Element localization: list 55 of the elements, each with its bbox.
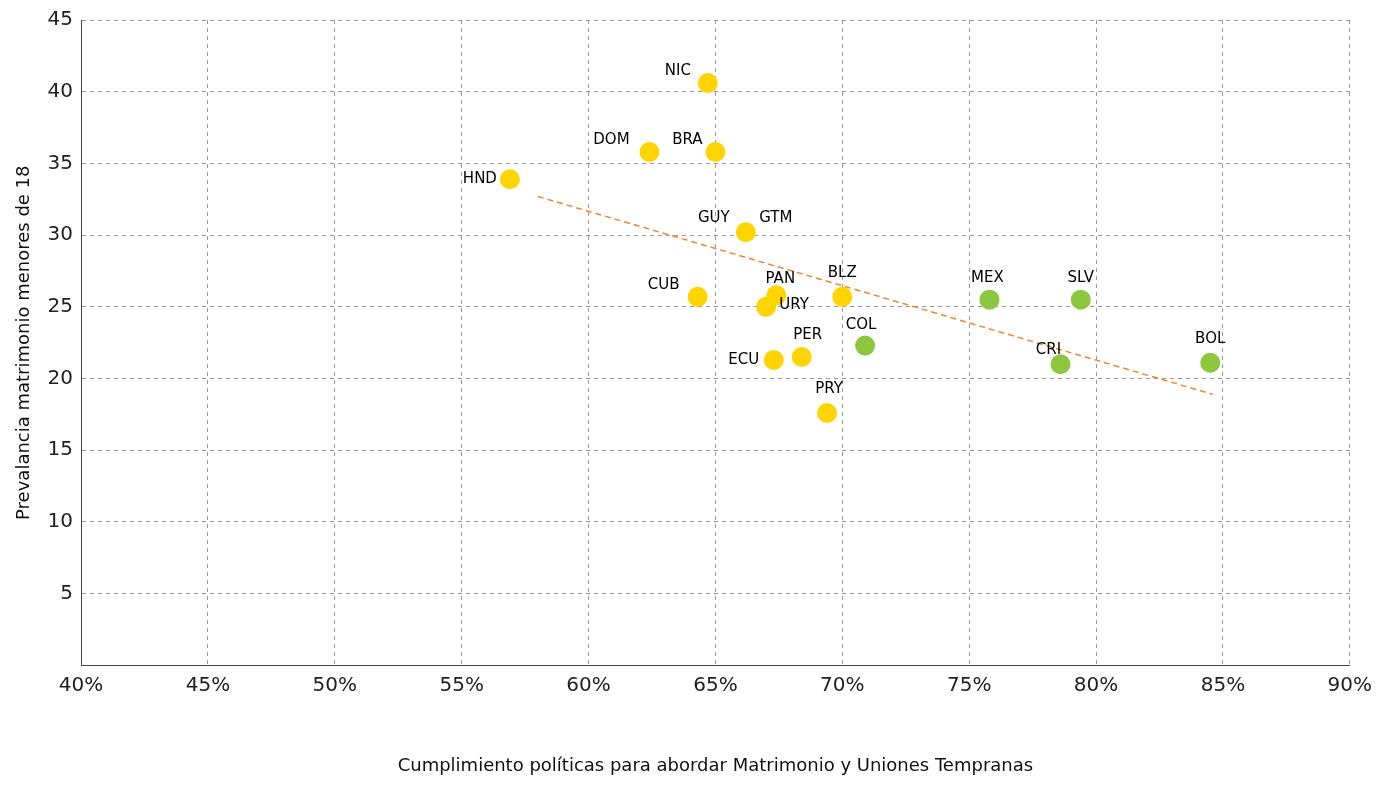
x-tick-label: 50%: [312, 671, 358, 696]
x-tick-label: 80%: [1073, 671, 1119, 696]
y-tick-label: 35: [47, 149, 74, 174]
point: [1050, 354, 1071, 375]
point: [687, 286, 708, 307]
point: [855, 335, 876, 356]
annotation: URY: [779, 294, 810, 313]
annotation: SLV: [1067, 267, 1095, 286]
annotation: NIC: [664, 61, 691, 79]
annotation: CUB: [647, 274, 680, 293]
x-tick-label: 45%: [185, 671, 231, 696]
x-tick-label: 55%: [439, 671, 484, 696]
x-tick-label: 90%: [1327, 671, 1372, 696]
point: [979, 289, 1000, 310]
point: [832, 286, 853, 307]
point: [735, 222, 756, 243]
x-tick-label: 85%: [1200, 671, 1246, 696]
annotation: PAN: [765, 269, 796, 288]
point: [817, 402, 838, 423]
point: [499, 169, 520, 190]
point: [1070, 289, 1091, 310]
y-axis-title: Prevalancia matrimonio menores de 18: [12, 165, 34, 520]
annotation: COL: [845, 315, 878, 334]
y-tick-label: 40: [47, 77, 74, 102]
annotation: BRA: [672, 129, 704, 148]
y-tick-label: 20: [47, 364, 74, 389]
annotation: PRY: [815, 378, 844, 397]
y-tick-label: 15: [47, 436, 74, 461]
y-tick-label: 45: [47, 6, 74, 31]
point: [791, 347, 812, 368]
point: [639, 141, 660, 162]
x-tick-label: 60%: [566, 671, 611, 696]
point: [1200, 352, 1221, 373]
annotation: ECU: [728, 349, 760, 368]
x-axis-title: Cumplimiento políticas para abordar Matrimonio y Uniones Tempranas: [397, 753, 1034, 775]
point: [763, 349, 784, 370]
annotation: PER: [793, 324, 823, 343]
annotation: HND: [462, 169, 497, 188]
annotation: GUY: [697, 208, 731, 227]
annotation: CRI: [1035, 340, 1062, 359]
annotation: MEX: [971, 267, 1004, 286]
annotation: BLZ: [827, 262, 857, 281]
annotation: GTM: [759, 208, 793, 227]
annotation: DOM: [593, 129, 630, 148]
y-tick-label: 5: [60, 579, 74, 604]
x-tick-label: 70%: [820, 671, 865, 696]
y-tick-label: 25: [47, 293, 74, 318]
point: [705, 141, 726, 162]
y-tick-label: 30: [47, 221, 74, 246]
x-tick-label: 40%: [58, 671, 104, 696]
point: [697, 73, 718, 94]
annotation: BOL: [1195, 328, 1226, 347]
x-tick-label: 65%: [693, 671, 738, 696]
x-tick-label: 75%: [946, 671, 992, 696]
y-tick-label: 10: [47, 508, 74, 533]
